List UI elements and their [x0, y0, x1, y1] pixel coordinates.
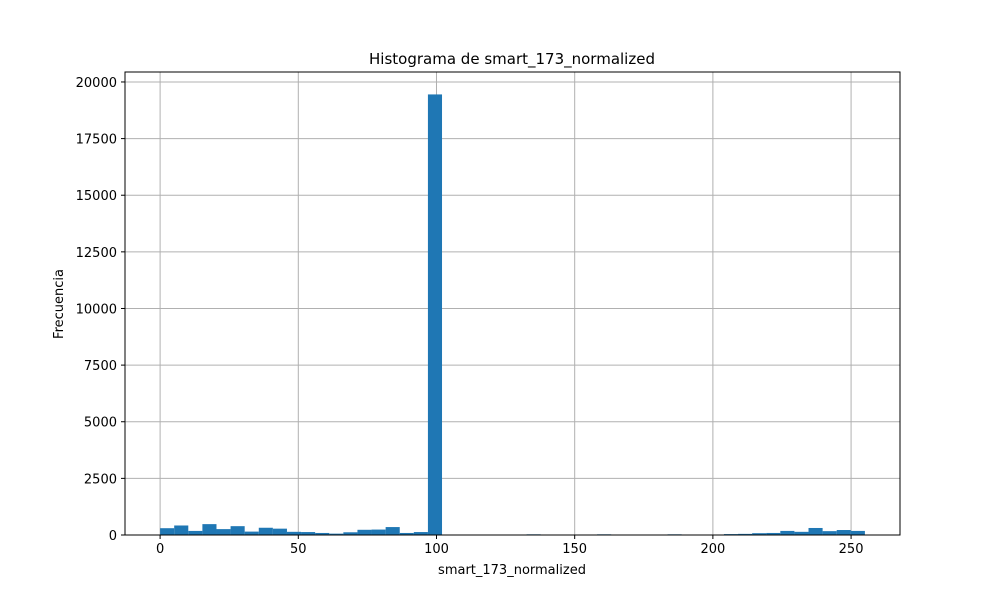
histogram-bar-4: [216, 529, 231, 535]
histogram-bar-3: [202, 524, 217, 535]
x-tick-label-2: 100: [424, 542, 449, 557]
histogram-bar-2: [188, 530, 203, 535]
y-axis-label: Frecuencia: [52, 269, 67, 339]
histogram-bar-11: [315, 532, 330, 535]
y-tick-label-1: 2500: [84, 472, 117, 487]
histogram-bar-43: [766, 532, 781, 535]
histogram-bar-6: [244, 531, 259, 535]
histogram-bar-49: [850, 530, 865, 535]
plot-area: [125, 72, 900, 535]
histogram-bar-48: [836, 530, 851, 535]
histogram-bar-47: [822, 531, 837, 535]
histogram-bar-18: [413, 532, 428, 535]
histogram-bar-12: [329, 533, 344, 535]
histogram-bar-10: [301, 532, 316, 535]
plot-frame: [124, 71, 901, 536]
histogram-bars: [160, 94, 865, 536]
histogram-bar-8: [272, 528, 287, 535]
histogram-bar-1: [174, 525, 189, 535]
histogram-bar-41: [738, 533, 753, 535]
histogram-bar-46: [808, 527, 823, 535]
axis-ticks: 0 50 100 150 200 2500250050007500100001250015…: [76, 76, 864, 557]
histogram-bar-9: [286, 531, 302, 535]
histogram-bar-15: [371, 529, 386, 535]
histogram-bar-44: [780, 530, 795, 535]
y-tick-label-5: 12500: [76, 246, 117, 261]
histogram-bar-17: [399, 532, 414, 535]
y-tick-label-0: 0: [109, 529, 117, 544]
histogram-bar-14: [357, 529, 372, 535]
histogram-bar-7: [258, 527, 273, 535]
x-axis-label: smart_173_normalized: [438, 563, 586, 578]
y-tick-label-8: 20000: [76, 76, 117, 91]
x-tick-label-1: 50: [290, 542, 307, 557]
histogram-bar-42: [752, 533, 767, 535]
y-tick-label-6: 15000: [76, 189, 117, 204]
y-tick-label-3: 7500: [84, 359, 117, 374]
chart-title: Histograma de smart_173_normalized: [369, 50, 655, 69]
y-tick-label-7: 17500: [76, 133, 117, 148]
x-tick-label-0: 0: [156, 542, 164, 557]
histogram-bar-45: [794, 531, 809, 535]
x-tick-label-3: 150: [562, 542, 587, 557]
histogram-bar-5: [230, 526, 245, 535]
histogram-bar-16: [385, 527, 400, 535]
x-tick-label-5: 250: [839, 542, 864, 557]
y-tick-label-2: 5000: [84, 416, 117, 431]
histogram-bar-13: [343, 532, 358, 535]
x-tick-label-4: 200: [700, 542, 725, 557]
histogram-bar-0: [160, 528, 175, 535]
y-tick-label-4: 10000: [76, 302, 117, 317]
histogram-bar-19: [427, 94, 443, 536]
